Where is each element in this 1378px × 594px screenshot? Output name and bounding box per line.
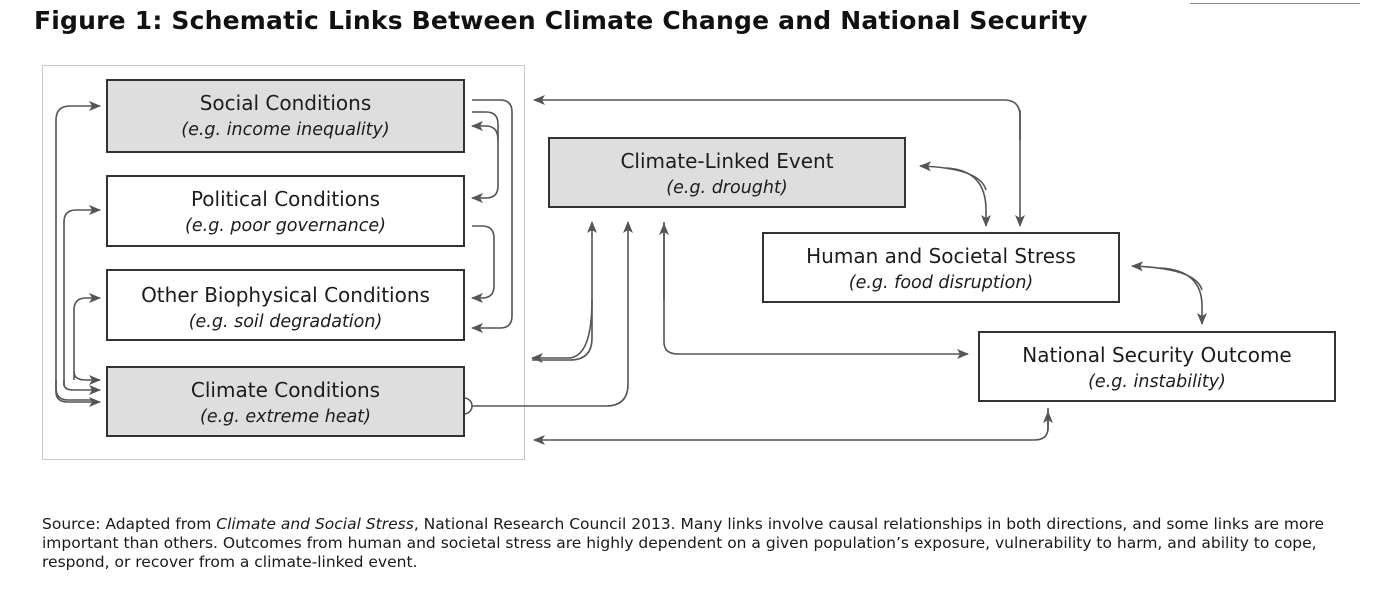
arrow-right-social-political [471, 111, 499, 203]
social-conditions-example: (e.g. income inequality) [181, 120, 390, 140]
political-conditions-label: Political Conditions [190, 187, 381, 211]
climate-linked-event-label: Climate-Linked Event [620, 149, 834, 173]
national-security-outcome-box: National Security Outcome (e.g. instabil… [978, 331, 1336, 402]
arrow-climate-event [472, 221, 633, 407]
arrow-outcome-group [533, 408, 1049, 445]
climate-conditions-box: Climate Conditions (e.g. extreme heat) [106, 366, 465, 437]
political-conditions-box: Political Conditions (e.g. poor governan… [106, 175, 465, 247]
human-societal-stress-label: Human and Societal Stress [806, 244, 1076, 268]
national-security-outcome-label: National Security Outcome [1022, 343, 1292, 367]
arrow-left-inner-bottom [73, 371, 101, 385]
source-text: , National Research Council 2013. Many l… [42, 515, 1325, 571]
climate-conditions-label: Climate Conditions [190, 378, 381, 402]
arrow-social-stress [533, 95, 1021, 140]
social-conditions-box: Social Conditions (e.g. income inequalit… [106, 79, 465, 153]
top-rule [1190, 3, 1360, 4]
climate-conditions-example: (e.g. extreme heat) [200, 407, 371, 427]
arrow-left-mid [63, 205, 101, 386]
political-conditions-example: (e.g. poor governance) [185, 216, 386, 236]
arrow-left-mid-bottom [63, 380, 101, 395]
human-societal-stress-example: (e.g. food disruption) [848, 273, 1034, 293]
climate-linked-event-box: Climate-Linked Event (e.g. drought) [548, 137, 906, 208]
source-prefix: Source: Adapted from [42, 515, 217, 533]
arrow-group-event-back [531, 299, 593, 363]
arrow-left-inner [73, 293, 101, 380]
arrow-stress-outcome [1159, 267, 1207, 325]
source-citation: Climate and Social Stress [216, 515, 414, 533]
conditions-group-frame [42, 65, 525, 460]
arrow-left-outer-bottom [55, 380, 101, 407]
arrow-event-stress-back [919, 161, 987, 191]
climate-linked-event-example: (e.g. drought) [666, 178, 788, 198]
human-societal-stress-box: Human and Societal Stress (e.g. food dis… [762, 232, 1120, 303]
arrow-group-event [532, 221, 597, 361]
biophysical-conditions-example: (e.g. soil degradation) [188, 312, 383, 332]
arrow-right-political-biophys [471, 225, 495, 303]
social-conditions-label: Social Conditions [199, 91, 372, 115]
arrow-event-outcome [663, 222, 969, 359]
biophysical-conditions-label: Other Biophysical Conditions [141, 283, 430, 307]
arrow-right-outer [471, 99, 513, 333]
biophysical-conditions-box: Other Biophysical Conditions (e.g. soil … [106, 269, 465, 341]
arrow-right-social-political-back [471, 121, 499, 141]
national-security-outcome-example: (e.g. instability) [1088, 372, 1226, 392]
source-note: Source: Adapted from Climate and Social … [42, 515, 1352, 572]
figure-title: Figure 1: Schematic Links Between Climat… [34, 6, 1088, 35]
arrow-left-outer [55, 101, 101, 401]
arrow-event-stress [945, 167, 991, 227]
arrow-stress-outcome-back [1131, 261, 1203, 291]
